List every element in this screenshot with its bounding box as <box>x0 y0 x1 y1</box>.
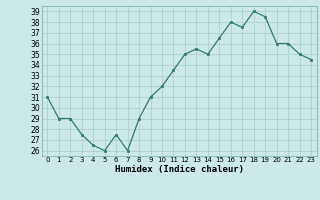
X-axis label: Humidex (Indice chaleur): Humidex (Indice chaleur) <box>115 165 244 174</box>
